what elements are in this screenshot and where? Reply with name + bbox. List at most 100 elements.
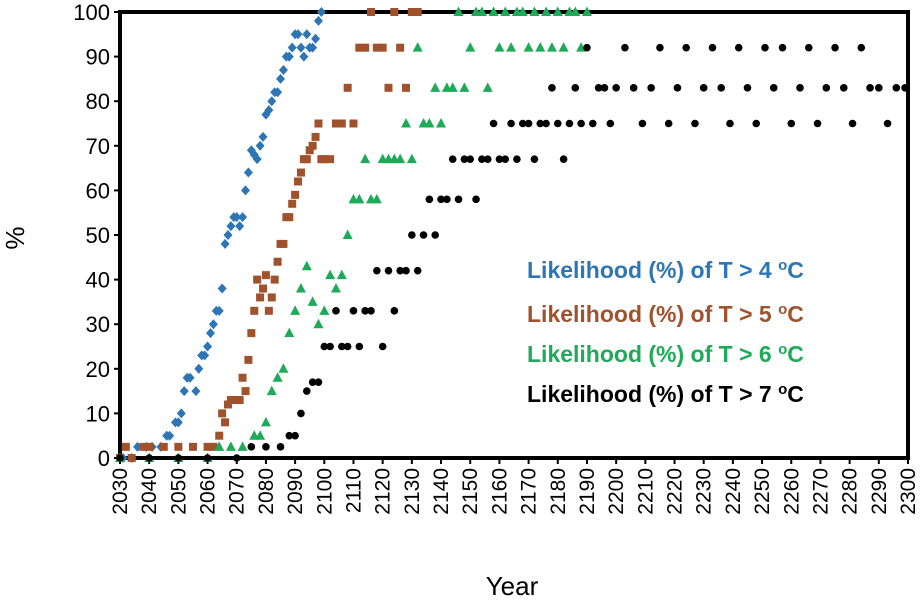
y-tick-label: 30	[86, 312, 110, 337]
series-1-point	[191, 386, 201, 397]
series-4-point	[367, 307, 375, 315]
series-2-point	[218, 409, 227, 418]
series-2-point	[308, 141, 317, 150]
series-1-point	[165, 430, 175, 441]
y-tick-label: 0	[98, 446, 110, 471]
x-tick-label: 2070	[226, 468, 249, 515]
series-4-point	[656, 43, 664, 52]
series-2-point	[261, 271, 270, 280]
series-4-point	[796, 84, 804, 92]
series-4-point	[262, 443, 270, 451]
series-2-point	[203, 442, 212, 451]
series-2-point	[372, 43, 381, 52]
series-2-point	[326, 155, 335, 164]
series-2-point	[209, 442, 218, 451]
series-4-point	[478, 155, 486, 163]
series-2-point	[244, 355, 253, 364]
series-2-point	[253, 275, 262, 284]
series-4-point	[507, 119, 515, 128]
series-4-point	[717, 84, 726, 92]
series-4-point	[291, 431, 299, 440]
series-4-point	[734, 43, 743, 52]
series-4-point	[606, 119, 615, 128]
series-4-point	[866, 84, 874, 92]
series-4-point	[647, 84, 655, 92]
series-2-point	[241, 387, 250, 396]
legend-entry-2: Likelihood (%) of T > 5 oC	[527, 301, 804, 327]
series-4-point	[483, 155, 492, 163]
series-4-point	[513, 155, 521, 163]
series-2-point	[279, 239, 288, 248]
series-2-point	[294, 177, 303, 186]
x-tick-label: 2270	[809, 468, 832, 515]
series-2-point	[407, 8, 416, 16]
series-4-point	[338, 342, 346, 351]
series-1-point	[316, 7, 326, 17]
series-4-point	[276, 443, 285, 451]
series-1-point	[296, 42, 306, 53]
series-2-point	[314, 119, 323, 128]
series-3-point	[459, 82, 470, 92]
series-3-point	[476, 6, 487, 16]
series-4-point	[553, 119, 562, 128]
series-2-point	[256, 293, 265, 302]
legend-entry-3: Likelihood (%) of T > 6 oC	[527, 341, 804, 367]
series-4-point	[761, 43, 769, 52]
series-4-point	[419, 231, 428, 239]
series-4-point	[682, 43, 690, 52]
series-2-point	[296, 168, 305, 177]
series-4-point	[839, 84, 848, 92]
series-2-point	[264, 306, 273, 315]
series-4-point	[203, 454, 212, 462]
series-4-point	[638, 119, 647, 128]
series-2-point	[223, 400, 232, 409]
series-2-point	[270, 275, 279, 284]
series-2-point	[188, 442, 197, 451]
series-1-point	[226, 221, 236, 232]
legend-entry-4: Likelihood (%) of T > 7 oC	[527, 381, 804, 407]
series-4-point	[813, 119, 822, 128]
series-2-point	[259, 284, 268, 293]
x-tick-label: 2300	[897, 468, 920, 515]
series-4-point	[883, 119, 892, 128]
y-tick-label: 60	[86, 178, 110, 203]
series-2-point	[291, 190, 300, 199]
x-tick-label: 2100	[313, 468, 336, 515]
series-2-point	[402, 83, 411, 92]
series-2-point	[349, 119, 358, 128]
x-tick-label: 2220	[664, 468, 687, 515]
y-tick-label: 100	[73, 0, 110, 25]
x-tick-label: 2080	[255, 468, 278, 515]
series-4-point	[489, 119, 498, 128]
series-3-point	[482, 82, 493, 92]
series-4-point	[600, 84, 609, 92]
series-3-point	[330, 283, 341, 293]
x-tick-label: 2190	[576, 468, 599, 515]
y-tick-label: 80	[86, 89, 110, 114]
series-3-point	[395, 153, 406, 164]
series-4-point	[594, 84, 603, 92]
series-4-point	[431, 231, 440, 239]
series-4-point	[390, 307, 399, 315]
series-1-point	[185, 372, 195, 383]
series-4-point	[448, 155, 457, 163]
series-4-point	[875, 84, 883, 92]
series-4-point	[664, 119, 673, 128]
series-3-point	[523, 42, 534, 52]
series-1-point	[173, 417, 183, 428]
x-tick-label: 2060	[197, 468, 220, 515]
x-tick-label: 2240	[722, 468, 745, 515]
series-1-point	[276, 73, 286, 84]
series-2-point	[145, 442, 154, 451]
series-4-point	[769, 84, 778, 92]
series-3-point	[406, 153, 417, 164]
x-tick-label: 2150	[459, 468, 482, 515]
y-tick-label: 90	[86, 45, 110, 70]
series-4-point	[542, 119, 550, 128]
series-2	[116, 8, 422, 462]
series-4-point	[822, 84, 831, 92]
series-3-point	[325, 269, 336, 280]
x-tick-label: 2250	[751, 468, 774, 515]
series-4-point	[297, 409, 305, 418]
